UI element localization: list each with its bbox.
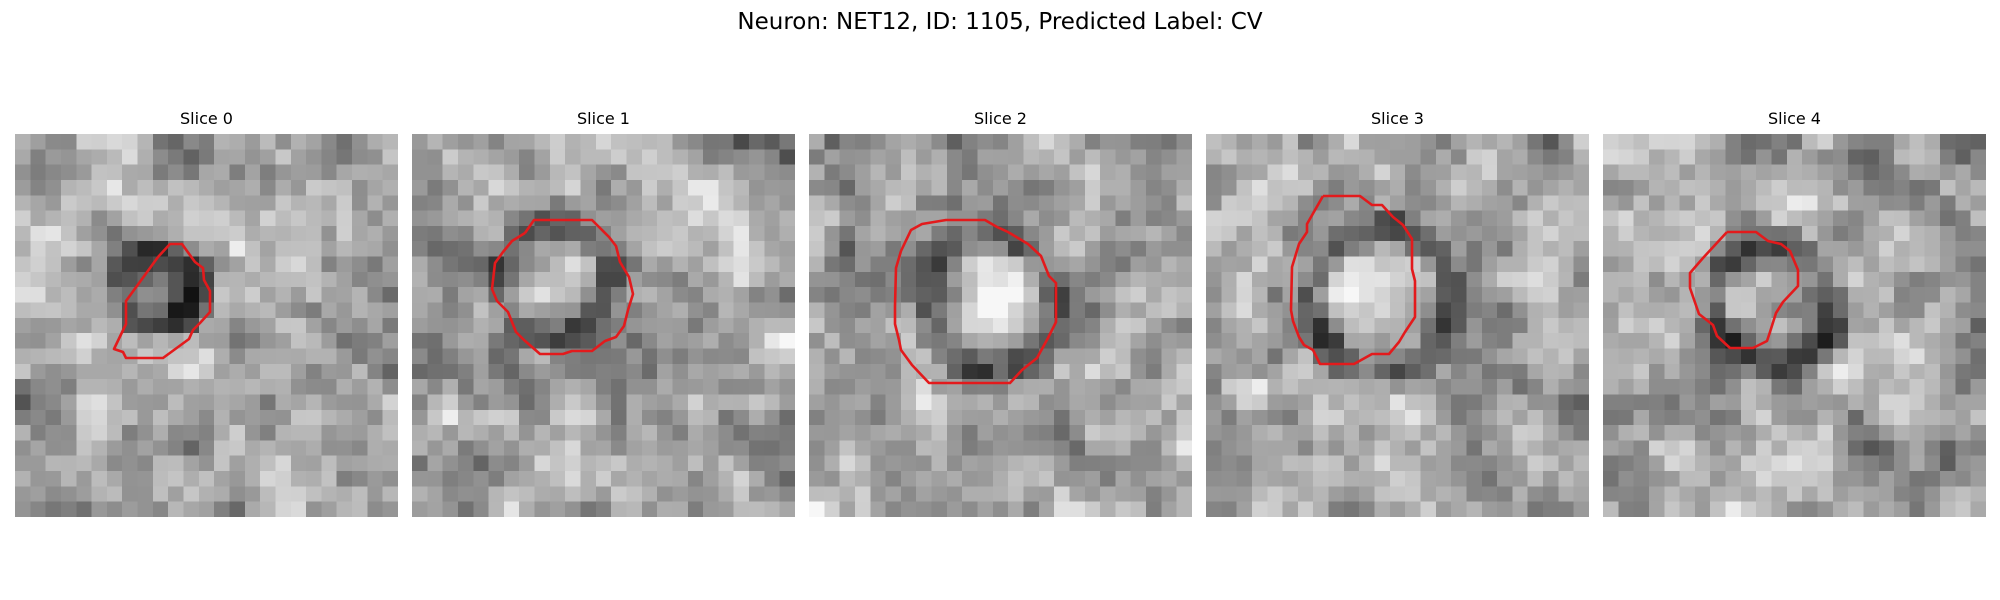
roi-outline-3: [1289, 194, 1417, 366]
microscopy-image-2: [809, 134, 1192, 517]
roi-outline-1: [490, 218, 635, 356]
slice-panel-2: Slice 2: [809, 108, 1192, 517]
slice-title-0: Slice 0: [180, 109, 233, 128]
microscopy-image-1: [412, 134, 795, 517]
roi-outline-2: [893, 218, 1058, 385]
slice-image-0: [15, 134, 398, 517]
roi-contour-3: [1289, 194, 1417, 366]
slice-title-1: Slice 1: [577, 109, 630, 128]
slice-title-3: Slice 3: [1371, 109, 1424, 128]
roi-outline-4: [1688, 230, 1800, 350]
slice-title-4: Slice 4: [1768, 109, 1821, 128]
slice-title-2: Slice 2: [974, 109, 1027, 128]
roi-contour-0: [112, 242, 212, 360]
microscopy-image-0: [15, 134, 398, 517]
roi-outline-0: [112, 242, 212, 360]
slice-panel-3: Slice 3: [1206, 108, 1589, 517]
microscopy-image-4: [1603, 134, 1986, 517]
roi-contour-1: [490, 218, 635, 356]
slice-image-2: [809, 134, 1192, 517]
roi-contour-4: [1688, 230, 1800, 350]
slice-image-1: [412, 134, 795, 517]
figure-title: Neuron: NET12, ID: 1105, Predicted Label…: [737, 9, 1263, 35]
microscopy-image-3: [1206, 134, 1589, 517]
slice-image-3: [1206, 134, 1589, 517]
slice-panel-1: Slice 1: [412, 108, 795, 517]
roi-contour-2: [893, 218, 1058, 385]
slice-panel-0: Slice 0: [15, 108, 398, 517]
slice-image-4: [1603, 134, 1986, 517]
slice-panel-4: Slice 4: [1603, 108, 1986, 517]
